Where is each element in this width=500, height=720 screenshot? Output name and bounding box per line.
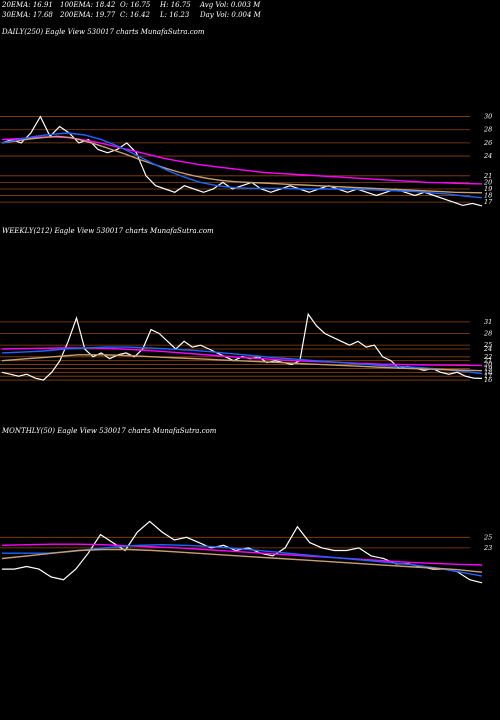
weekly-ema-line (1, 346, 483, 375)
low-readout: L: 16.23 (160, 11, 190, 19)
daily-tick-label: 28 (483, 126, 492, 134)
weekly-tick-label: 19 (484, 364, 492, 372)
weekly-tick-label: 28 (483, 330, 492, 338)
weekly-price-line (1, 312, 483, 381)
weekly-tick-label: 21 (483, 357, 492, 365)
daily-ema-line (1, 135, 483, 194)
ema200-readout: 200EMA: 19.77 (60, 11, 116, 19)
weekly-tick-label: 24 (483, 345, 492, 353)
daily-ema-line (1, 136, 483, 185)
weekly-panel-title: WEEKLY(212) Eagle View 530017 charts Mun… (2, 227, 214, 235)
weekly-tick-label: 31 (484, 318, 492, 326)
daily-tick-label: 30 (484, 113, 492, 121)
weekly-tick-label: 25 (483, 341, 492, 349)
daily-tick-label: 24 (483, 152, 492, 160)
ema20-readout: 20EMA: 16.91 (2, 1, 53, 9)
avg-vol-readout: Avg Vol: 0.003 M (200, 1, 261, 9)
monthly-ema-line (1, 548, 483, 573)
close-readout: C: 16.42 (120, 11, 150, 19)
monthly-tick-label: 25 (483, 533, 492, 541)
weekly-tick-label: 20 (483, 361, 492, 369)
day-vol-readout: Day Vol: 0.004 M (200, 11, 261, 19)
daily-tick-label: 17 (484, 198, 493, 206)
daily-tick-label: 19 (484, 185, 492, 193)
weekly-tick-label: 16 (484, 376, 492, 384)
weekly-tick-label: 18 (484, 368, 492, 376)
weekly-tick-label: 17 (484, 372, 493, 380)
ema30-readout: 30EMA: 17.68 (2, 11, 53, 19)
daily-tick-label: 18 (484, 192, 492, 200)
weekly-tick-label: 22 (483, 353, 492, 361)
monthly-panel-title: MONTHLY(50) Eagle View 530017 charts Mun… (2, 427, 217, 435)
daily-tick-label: 21 (483, 172, 492, 180)
weekly-ema-line (1, 354, 483, 372)
daily-tick-label: 26 (483, 139, 492, 147)
daily-tick-label: 20 (483, 178, 492, 186)
open-readout: O: 16.75 (120, 1, 151, 9)
monthly-tick-label: 23 (483, 544, 492, 552)
high-readout: H: 16.75 (160, 1, 191, 9)
ema100-readout: 100EMA: 18.42 (60, 1, 116, 9)
monthly-ema-line (1, 543, 483, 566)
daily-ema-line (1, 132, 483, 199)
daily-panel-title: DAILY(250) Eagle View 530017 charts Muna… (2, 28, 205, 36)
